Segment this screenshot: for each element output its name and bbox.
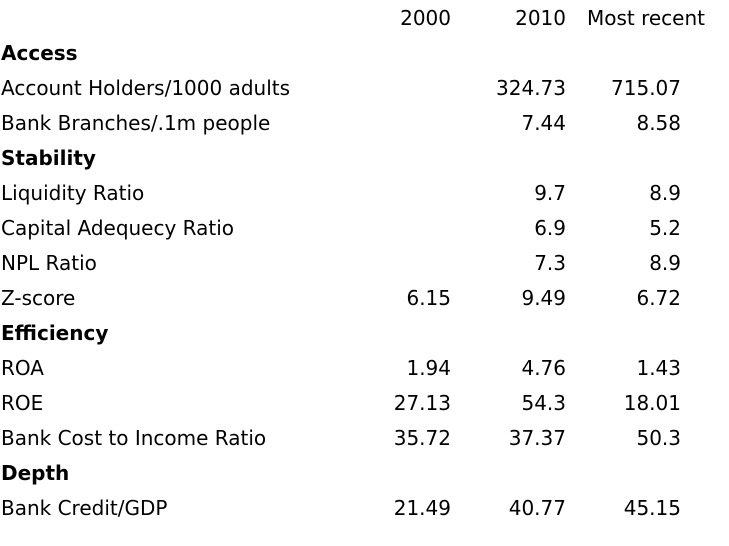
table-row: Bank Cost to Income Ratio 35.72 37.37 50… [0, 421, 729, 456]
cell-most-recent: 5.2 [649, 216, 681, 240]
cell-2000: 1.94 [406, 356, 451, 380]
table-row: NPL Ratio 7.3 8.9 [0, 246, 729, 281]
header-row: 2000 2010 Most recent [0, 1, 729, 36]
cell-2010: 324.73 [496, 76, 566, 100]
cell-2010: 40.77 [508, 496, 566, 520]
cell-most-recent: 1.43 [636, 356, 681, 380]
cell-2010: 37.37 [508, 426, 566, 450]
cell-most-recent: 6.72 [636, 286, 681, 310]
row-label: ROA [1, 356, 44, 380]
cell-most-recent: 50.3 [636, 426, 681, 450]
cell-2010: 7.44 [521, 111, 566, 135]
section-label: Access [1, 41, 78, 65]
cell-2000: 6.15 [406, 286, 451, 310]
cell-most-recent: 8.58 [636, 111, 681, 135]
cell-2000: 27.13 [393, 391, 451, 415]
row-label: Bank Cost to Income Ratio [1, 426, 267, 450]
cell-most-recent: 8.9 [649, 181, 681, 205]
section-row-depth: Depth [0, 456, 729, 491]
section-label: Depth [1, 461, 70, 485]
row-label: Account Holders/1000 adults [1, 76, 291, 100]
section-row-stability: Stability [0, 141, 729, 176]
table-row: ROE 27.13 54.3 18.01 [0, 386, 729, 421]
column-header-2010: 2010 [515, 6, 566, 30]
cell-most-recent: 45.15 [623, 496, 681, 520]
cell-2000: 21.49 [393, 496, 451, 520]
section-label: Efficiency [1, 321, 109, 345]
cell-2010: 9.49 [521, 286, 566, 310]
cell-most-recent: 18.01 [623, 391, 681, 415]
cell-2010: 7.3 [534, 251, 566, 275]
table-row: Bank Branches/.1m people 7.44 8.58 [0, 106, 729, 141]
table-row: Liquidity Ratio 9.7 8.9 [0, 176, 729, 211]
section-row-efficiency: Efficiency [0, 316, 729, 351]
cell-2010: 54.3 [521, 391, 566, 415]
cell-2010: 9.7 [534, 181, 566, 205]
row-label: Bank Branches/.1m people [1, 111, 271, 135]
row-label: Z-score [1, 286, 76, 310]
row-label: Liquidity Ratio [1, 181, 145, 205]
row-label: ROE [1, 391, 44, 415]
table-row: Account Holders/1000 adults 324.73 715.0… [0, 71, 729, 106]
row-label: Capital Adequecy Ratio [1, 216, 235, 240]
section-row-access: Access [0, 36, 729, 71]
cell-2000: 35.72 [393, 426, 451, 450]
cell-most-recent: 715.07 [611, 76, 681, 100]
cell-most-recent: 8.9 [649, 251, 681, 275]
table-row: ROA 1.94 4.76 1.43 [0, 351, 729, 386]
table-row: Z-score 6.15 9.49 6.72 [0, 281, 729, 316]
table-row: Capital Adequecy Ratio 6.9 5.2 [0, 211, 729, 246]
table-row: Bank Credit/GDP 21.49 40.77 45.15 [0, 491, 729, 526]
column-header-2000: 2000 [400, 6, 451, 30]
section-label: Stability [1, 146, 96, 170]
column-header-most-recent: Most recent [586, 6, 705, 30]
cell-2010: 4.76 [521, 356, 566, 380]
row-label: Bank Credit/GDP [1, 496, 168, 520]
cell-2010: 6.9 [534, 216, 566, 240]
row-label: NPL Ratio [1, 251, 97, 275]
